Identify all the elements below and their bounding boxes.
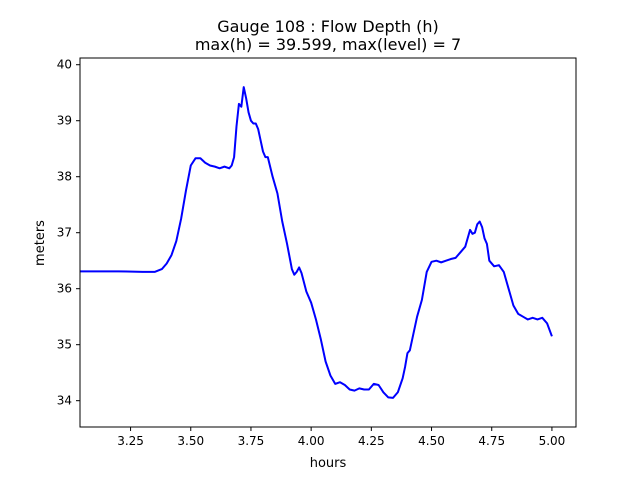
x-tick-label: 3.25 xyxy=(117,434,144,448)
y-tick-label: 35 xyxy=(57,338,72,352)
y-tick-label: 38 xyxy=(57,170,72,184)
y-tick-label: 37 xyxy=(57,226,72,240)
chart-title: Gauge 108 : Flow Depth (h) xyxy=(217,17,439,36)
series-line xyxy=(80,86,553,399)
x-tick-label: 5.00 xyxy=(539,434,566,448)
x-tick-label: 4.25 xyxy=(358,434,385,448)
x-tick-label: 3.75 xyxy=(238,434,265,448)
y-tick-label: 40 xyxy=(57,58,72,72)
y-axis: 34 35 36 37 38 39 40 xyxy=(57,58,80,408)
y-tick-label: 34 xyxy=(57,394,72,408)
x-axis-label: hours xyxy=(310,456,347,471)
x-axis: 3.25 3.50 3.75 4.00 4.25 4.50 4.75 5.00 xyxy=(117,427,565,448)
x-tick-label: 4.50 xyxy=(418,434,445,448)
x-tick-label: 4.75 xyxy=(478,434,505,448)
y-tick-label: 36 xyxy=(57,282,72,296)
plot-frame xyxy=(79,57,577,428)
y-axis-label: meters xyxy=(33,220,48,266)
y-tick-label: 39 xyxy=(57,114,72,128)
chart-subtitle: max(h) = 39.599, max(level) = 7 xyxy=(195,35,461,54)
x-tick-label: 4.00 xyxy=(298,434,325,448)
plot-area xyxy=(79,57,577,428)
x-tick-label: 3.50 xyxy=(177,434,204,448)
